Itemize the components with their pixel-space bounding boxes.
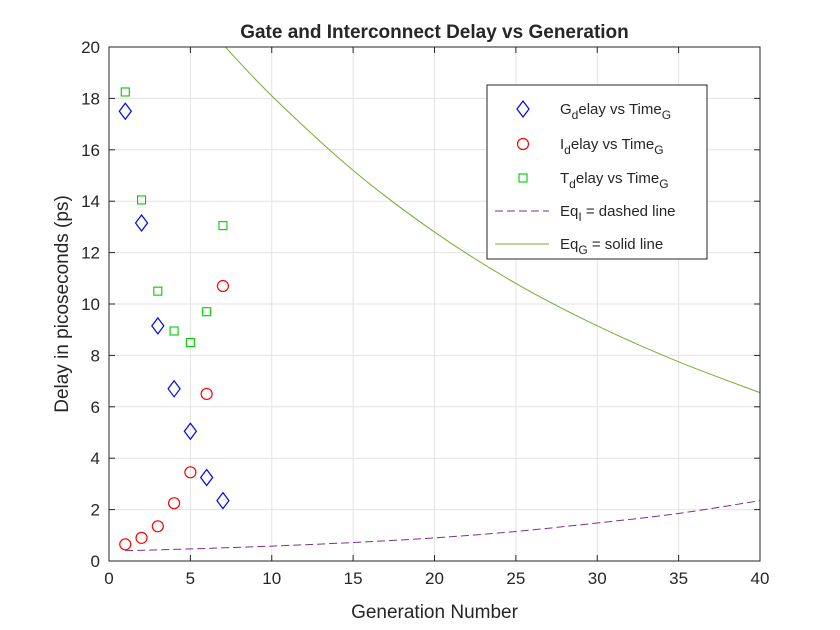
legend-label-mid: elay vs Time [571,136,654,153]
grid [109,47,760,561]
x-axis-label: Generation Number [351,602,519,623]
legend-label-sub1: d [564,143,571,157]
data-point [168,497,181,510]
legend-label-base: G [560,101,572,118]
x-tick-label: 10 [262,569,281,588]
data-point [185,337,195,348]
legend-entry: EqI = dashed line [495,203,676,224]
legend-label-mid: elay vs Time [578,101,661,118]
data-point [137,195,147,205]
y-tick-label: 18 [81,89,100,108]
legend-marker-swatch [516,137,530,151]
y-tick-label: 16 [81,141,100,160]
data-point [118,102,133,121]
ticks: 0 5 10 15 20 25 30 35 40 0 2 4 6 8 10 12 14 16 18 20 [81,38,769,588]
legend-label-sub1: d [569,177,576,191]
legend-label-base: Eq [560,203,578,220]
data-point [167,379,181,398]
legend-label: Idelay vs TimeG [560,136,664,157]
x-tick-label: 30 [588,569,607,588]
data-point [202,307,212,317]
data-point [199,468,214,487]
y-tick-label: 2 [91,501,100,520]
legend-entry: Gdelay vs TimeG [516,100,671,122]
data-point [183,422,198,441]
legend-label-base: T [560,170,569,187]
y-tick-label: 8 [91,346,100,365]
legend-entry: Idelay vs TimeG [516,136,664,157]
legend-label-sub1: G [578,243,587,257]
legend-entry: EqG = solid line [495,236,663,257]
y-tick-label: 10 [81,295,100,314]
series-1 [118,102,230,510]
series-line [125,500,760,552]
data-point [200,387,213,401]
legend-label-base: I [560,136,564,153]
legend-label-sub1: d [572,108,579,122]
y-tick-label: 6 [91,398,100,417]
data-point [135,531,148,544]
x-tick-label: 15 [344,569,363,588]
x-tick-label: 25 [506,569,525,588]
data-point [119,538,132,551]
legend-label: Gdelay vs TimeG [560,101,671,122]
legend-marker-swatch [518,173,528,183]
y-tick-label: 12 [81,244,100,263]
data-point [218,221,228,231]
y-tick-label: 20 [81,38,100,57]
legend-marker-swatch [516,100,530,118]
legend-label-sub2: G [662,108,671,122]
legend-label-sub2: G [654,143,663,157]
legend-label: EqI = dashed line [560,203,676,224]
chart-title: Gate and Interconnect Delay vs Generatio… [240,22,629,43]
legend-entry: Tdelay vs TimeG [518,170,669,191]
legend-label-sub1: I [578,210,581,224]
legend-label: Tdelay vs TimeG [560,170,669,191]
legend-label: EqG = solid line [560,236,663,257]
data-point [134,214,149,233]
series-2 [119,279,230,551]
x-tick-label: 5 [186,569,195,588]
data-point [169,326,179,336]
legend-label-base: Eq [560,236,578,253]
series-4 [125,500,760,552]
series-layer [118,47,760,552]
data-point [120,87,130,97]
series-3 [120,87,228,348]
y-axis-label: Delay in picoseconds (ps) [52,195,73,413]
x-tick-label: 0 [104,569,113,588]
legend-label-mid: = solid line [588,236,663,253]
series-line [224,47,760,394]
x-tick-label: 20 [425,569,444,588]
legend-box [486,84,708,260]
series-5 [224,47,760,394]
data-point [151,316,165,335]
legend-label-mid: elay vs Time [576,170,659,187]
data-point [151,520,164,533]
data-point [153,286,163,296]
data-point [216,279,230,293]
y-tick-label: 4 [91,449,100,468]
data-point [184,466,197,479]
data-point [216,491,230,510]
x-tick-label: 35 [669,569,688,588]
x-tick-label: 40 [751,569,770,588]
legend-label-sub2: G [659,177,668,191]
legend-label-mid: = dashed line [582,203,676,220]
y-tick-label: 0 [91,552,100,571]
y-tick-label: 14 [81,192,100,211]
